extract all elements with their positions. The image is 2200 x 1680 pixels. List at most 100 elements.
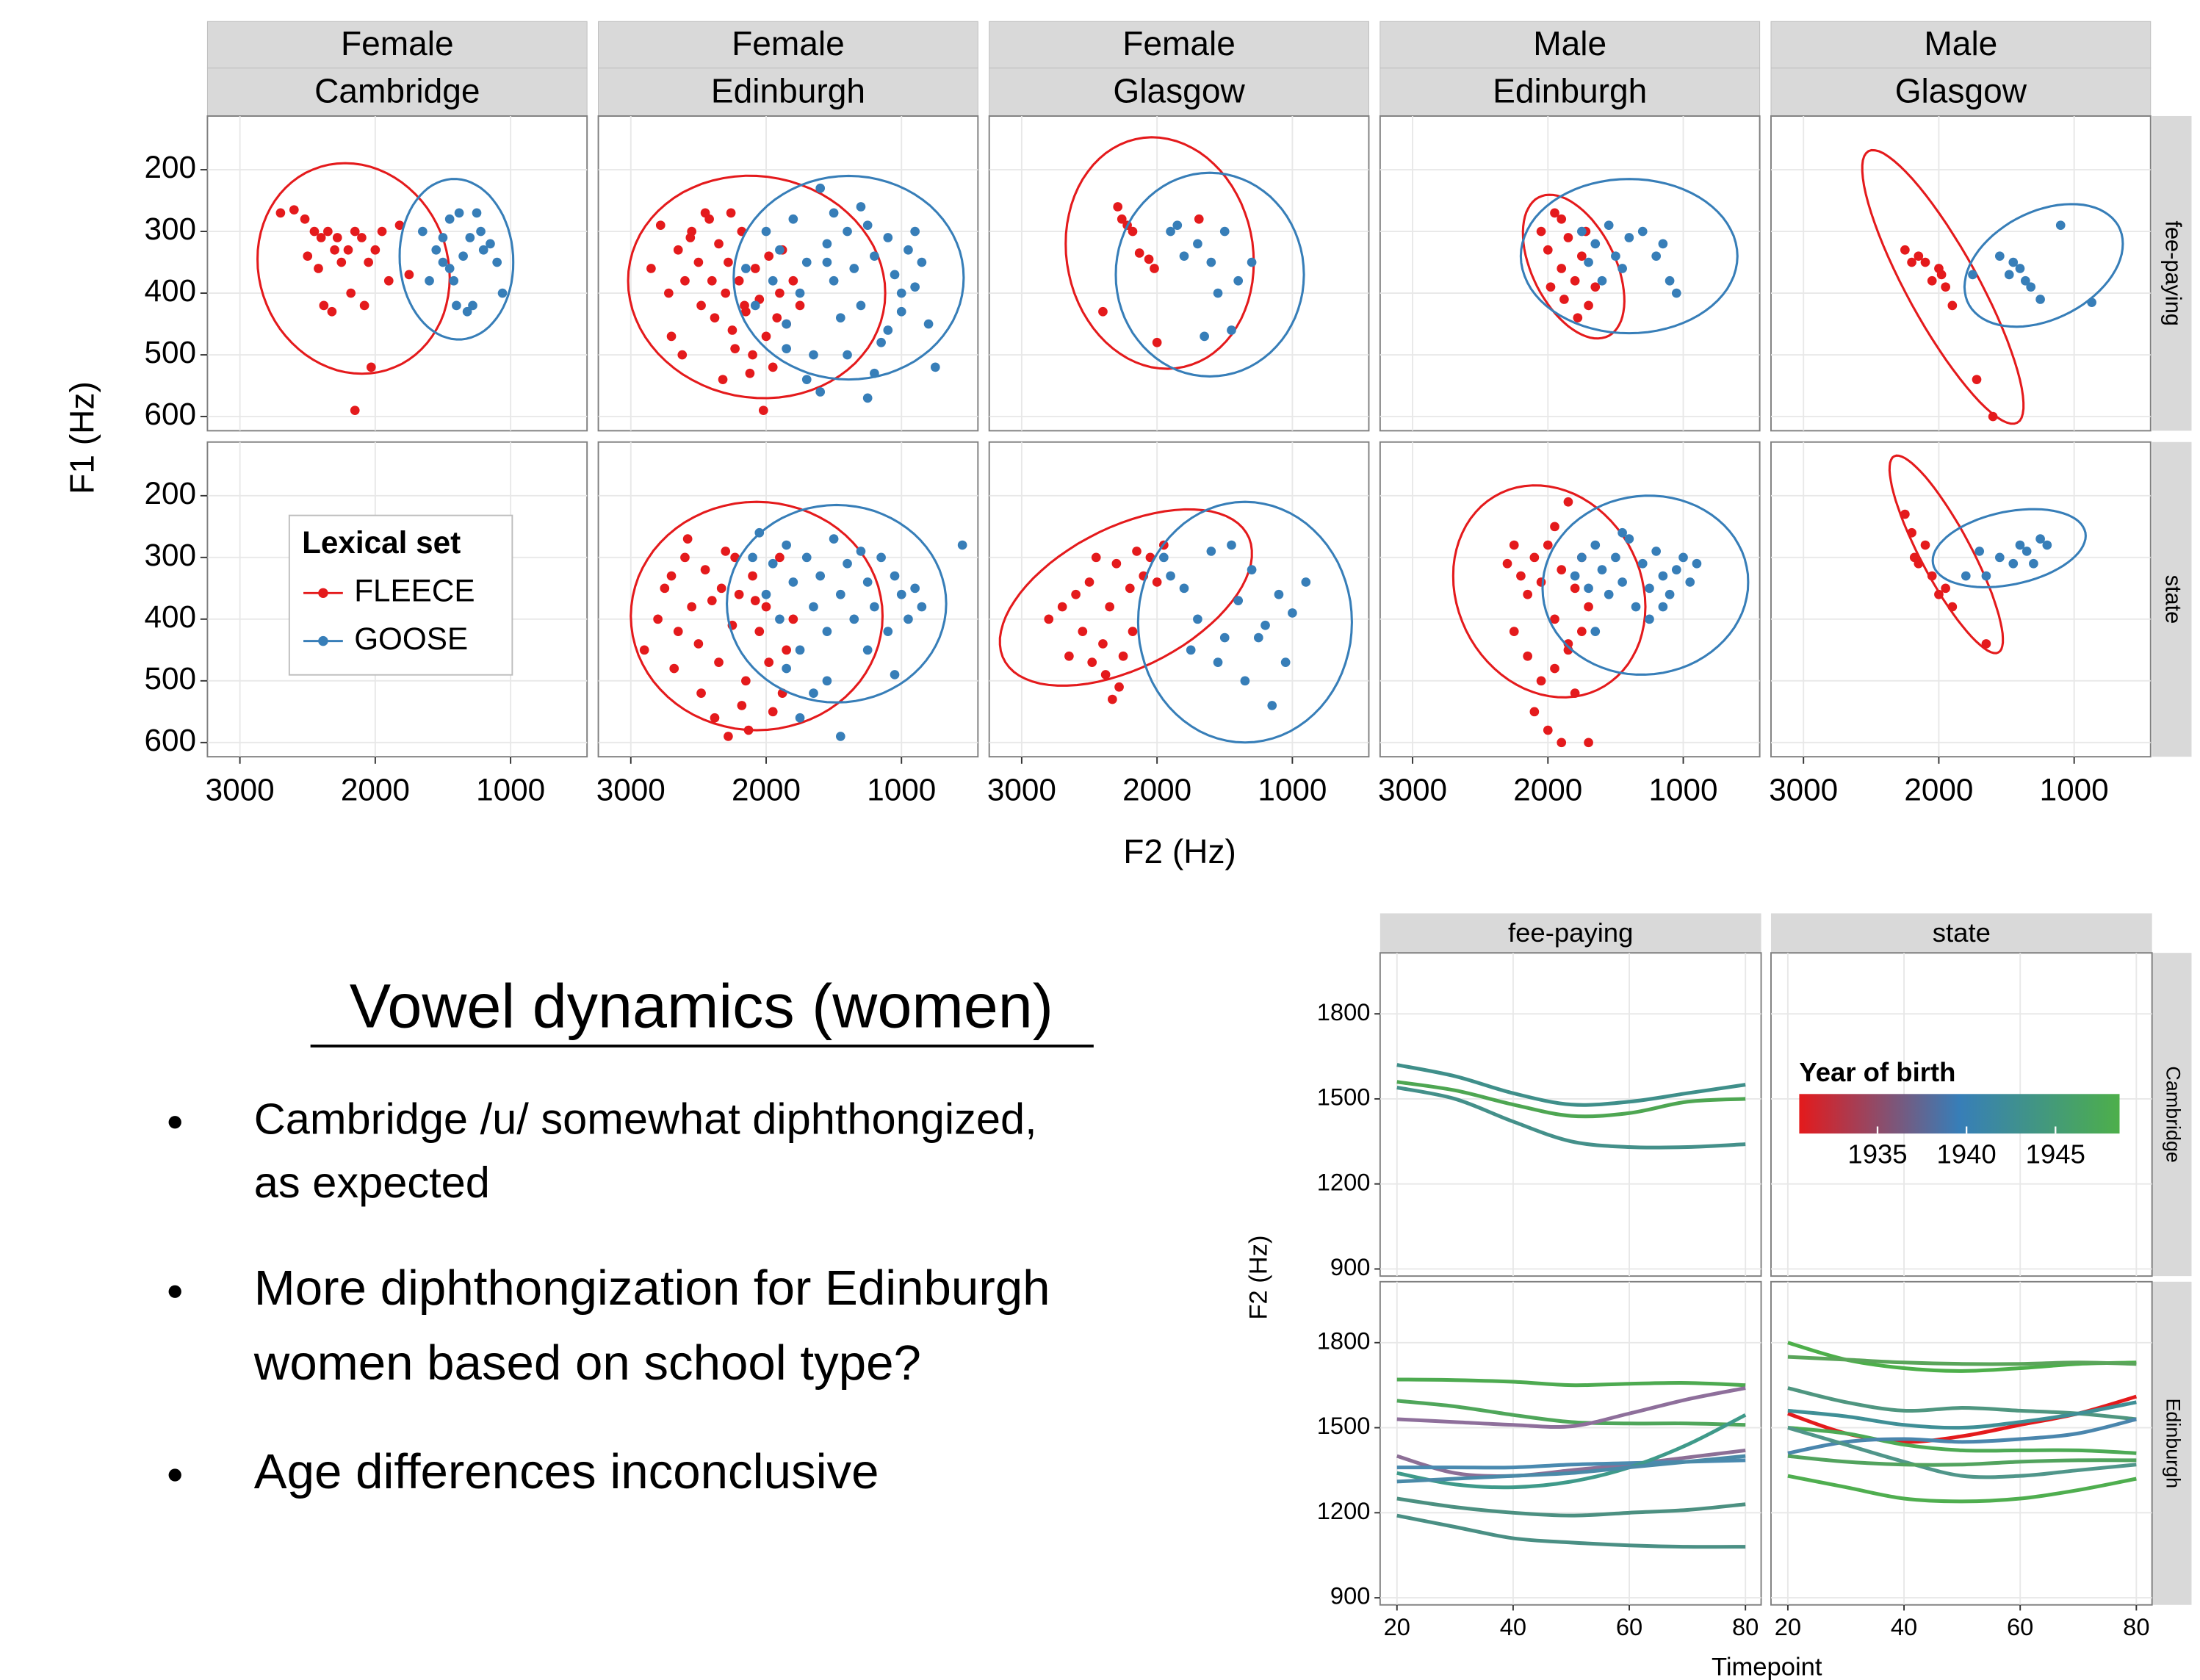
point <box>870 602 879 612</box>
strip <box>2152 1281 2192 1605</box>
point <box>1920 540 1930 550</box>
point <box>1577 627 1587 636</box>
point <box>1637 558 1648 569</box>
point <box>801 257 812 267</box>
y-tick-label: 1500 <box>1317 1084 1371 1111</box>
point <box>764 251 774 261</box>
point <box>809 350 818 360</box>
point <box>1658 602 1668 612</box>
point <box>2008 558 2019 569</box>
point <box>346 288 356 298</box>
point <box>1550 614 1559 624</box>
point <box>1064 651 1074 661</box>
ellipse <box>627 174 887 400</box>
point <box>1113 202 1123 212</box>
strip-label: Cambridge <box>314 71 480 109</box>
point <box>1098 639 1108 649</box>
strip-label: fee-paying <box>2160 220 2186 325</box>
x-tick-label: 3000 <box>596 772 666 807</box>
point <box>782 344 791 353</box>
strip-label: Edinburgh <box>711 71 865 109</box>
point <box>327 306 337 317</box>
point <box>1213 657 1223 667</box>
x-tick-label: 40 <box>1500 1613 1526 1640</box>
point <box>724 257 733 267</box>
bullet <box>168 1116 181 1129</box>
point <box>1611 251 1620 261</box>
point <box>1071 589 1081 599</box>
point <box>788 577 798 587</box>
point <box>458 251 468 261</box>
point <box>782 540 791 550</box>
point <box>721 547 731 556</box>
point <box>693 639 704 649</box>
y-axis-label: F1 (Hz) <box>62 381 101 494</box>
point <box>745 368 755 378</box>
bullet-text: Cambridge /u/ somewhat diphthongized, <box>254 1094 1037 1143</box>
point <box>714 239 724 249</box>
point <box>2055 220 2066 230</box>
line <box>1396 1513 1746 1549</box>
point <box>336 257 347 267</box>
strip-label: state <box>2160 575 2186 624</box>
y-tick-label: 1800 <box>1317 1327 1371 1354</box>
point <box>1584 602 1593 612</box>
x-tick-label: 60 <box>1616 1613 1642 1640</box>
point <box>1934 589 1944 599</box>
point <box>1624 233 1634 242</box>
point <box>1502 558 1512 569</box>
strip <box>2152 953 2192 1277</box>
point <box>1914 558 1924 569</box>
point <box>750 300 760 311</box>
point <box>1536 577 1546 587</box>
point <box>1981 571 1991 581</box>
ellipse <box>1861 148 2025 425</box>
strip <box>989 21 1369 69</box>
point <box>782 319 791 329</box>
strip <box>1379 68 1761 117</box>
point <box>1543 245 1553 255</box>
y-tick-label: 500 <box>145 335 197 369</box>
y-tick-label: 900 <box>1330 1582 1370 1609</box>
point <box>655 220 666 230</box>
point <box>782 663 791 674</box>
point <box>1927 571 1937 581</box>
point <box>1206 257 1216 267</box>
point <box>1543 725 1553 735</box>
colorbar-tick-label: 1940 <box>1937 1139 1997 1169</box>
point <box>1509 627 1519 636</box>
y-tick-label: 300 <box>145 538 197 572</box>
point <box>300 214 310 224</box>
point <box>1584 257 1593 267</box>
point <box>1617 264 1627 273</box>
point <box>904 614 913 624</box>
point <box>1988 411 1998 422</box>
point <box>669 663 679 674</box>
strip-label: Glasgow <box>1113 71 1245 109</box>
point <box>1193 239 1202 249</box>
panel <box>1770 441 2152 758</box>
point <box>1261 620 1270 630</box>
point <box>1651 547 1662 556</box>
point <box>862 577 873 587</box>
strip-label: state <box>1933 917 1991 948</box>
point <box>1150 264 1159 273</box>
point <box>1091 552 1101 563</box>
point <box>1570 583 1580 594</box>
strip <box>1770 68 2152 117</box>
ellipse <box>398 178 515 341</box>
colorbar-tick-label: 1945 <box>2026 1139 2085 1169</box>
point <box>822 676 832 686</box>
point <box>1166 571 1175 581</box>
point <box>316 233 326 242</box>
point <box>1563 233 1573 242</box>
point <box>741 264 751 273</box>
point <box>710 313 720 322</box>
line <box>1396 1386 1746 1430</box>
point <box>768 707 778 717</box>
y-tick-label: 600 <box>145 723 197 757</box>
point <box>822 257 832 267</box>
point <box>1631 602 1641 612</box>
line <box>1396 1448 1746 1478</box>
y-axis-label: F2 (Hz) <box>1245 1235 1273 1319</box>
